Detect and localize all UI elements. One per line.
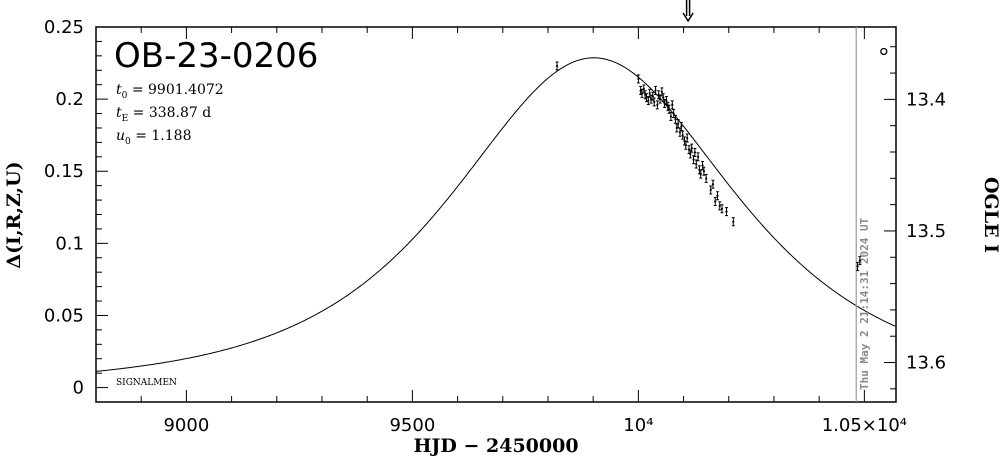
data-points: [555, 61, 862, 271]
data-point: [670, 100, 674, 110]
data-point: [676, 119, 680, 129]
data-point: [663, 98, 667, 108]
data-point: [658, 94, 662, 104]
y-left-tick-label: 0.15: [44, 161, 84, 182]
data-point: [702, 166, 706, 176]
axis-tick-labels: 9000 9500 10⁴ 1.05×10⁴ 0 0.05 0.1 0.15 0.2 0.25 13…: [44, 17, 946, 436]
y-left-axis-title: Δ(I,R,Z,U): [3, 161, 25, 268]
data-point: [685, 133, 689, 143]
data-point: [667, 104, 671, 114]
model-curve: [96, 57, 896, 372]
data-point: [858, 256, 862, 266]
data-point: [651, 91, 655, 101]
data-point: [688, 149, 692, 159]
fit-parameters: t0 = 9901.4072 tE = 338.87 d u0 = 1.188: [116, 82, 224, 147]
current-date-label: Thu May 2 21:14:31 2024 UT: [858, 217, 871, 390]
data-point: [666, 101, 670, 111]
y-right-tick-label: 13.5: [906, 221, 946, 242]
fit-parameter: u0 = 1.188: [116, 128, 191, 147]
data-point: [856, 261, 860, 271]
chart-title: OB-23-0206: [114, 36, 318, 76]
data-point: [661, 93, 665, 103]
data-point: [696, 152, 700, 162]
data-point: [673, 114, 677, 124]
data-point: [678, 127, 682, 137]
data-point: [652, 97, 656, 107]
data-point: [720, 204, 724, 214]
footer-label: SIGNALMEN: [116, 378, 177, 388]
open-data-point: [880, 47, 888, 56]
x-tick-label: 9000: [163, 415, 209, 436]
data-point: [713, 197, 717, 207]
y-right-axis-title: OGLE I: [980, 177, 999, 253]
data-point: [664, 96, 668, 106]
data-point: [646, 96, 650, 106]
data-point: [648, 88, 652, 98]
arrow-marker: [682, 0, 694, 23]
data-point: [645, 93, 649, 103]
data-point: [679, 122, 683, 132]
x-tick-label: 9500: [389, 415, 435, 436]
data-point: [694, 159, 698, 169]
x-tick-label: 10⁴: [623, 415, 653, 436]
x-tick-label: 1.05×10⁴: [822, 415, 907, 436]
arrow-head: [682, 12, 694, 23]
y-left-tick-label: 0.2: [55, 89, 84, 110]
axis-ticks: [95, 26, 896, 402]
data-point: [711, 179, 715, 189]
y-right-tick-label: 13.6: [906, 353, 946, 374]
data-point: [690, 143, 694, 153]
fit-parameter: tE = 338.87 d: [116, 105, 211, 124]
data-point: [672, 109, 676, 119]
y-left-tick-label: 0.1: [55, 233, 84, 254]
data-point: [718, 201, 722, 211]
data-point: [709, 185, 713, 195]
data-point: [636, 74, 640, 84]
data-point: [654, 85, 658, 95]
y-left-tick-label: 0: [73, 378, 84, 399]
y-left-tick-label: 0.25: [44, 17, 84, 38]
data-point: [655, 100, 659, 110]
data-point: [681, 130, 685, 140]
data-point: [731, 217, 735, 227]
fit-parameter: t0 = 9901.4072: [116, 82, 224, 101]
data-point: [669, 111, 673, 121]
x-axis-title: HJD − 2450000: [413, 435, 578, 457]
data-point: [715, 191, 719, 201]
y-right-tick-label: 13.4: [906, 89, 946, 110]
data-point: [699, 169, 703, 179]
data-point: [649, 94, 653, 104]
data-point: [725, 207, 729, 217]
data-point: [704, 173, 708, 183]
data-point: [693, 147, 697, 157]
data-point: [555, 61, 559, 71]
data-point: [692, 155, 696, 165]
y-left-tick-label: 0.05: [44, 305, 84, 326]
